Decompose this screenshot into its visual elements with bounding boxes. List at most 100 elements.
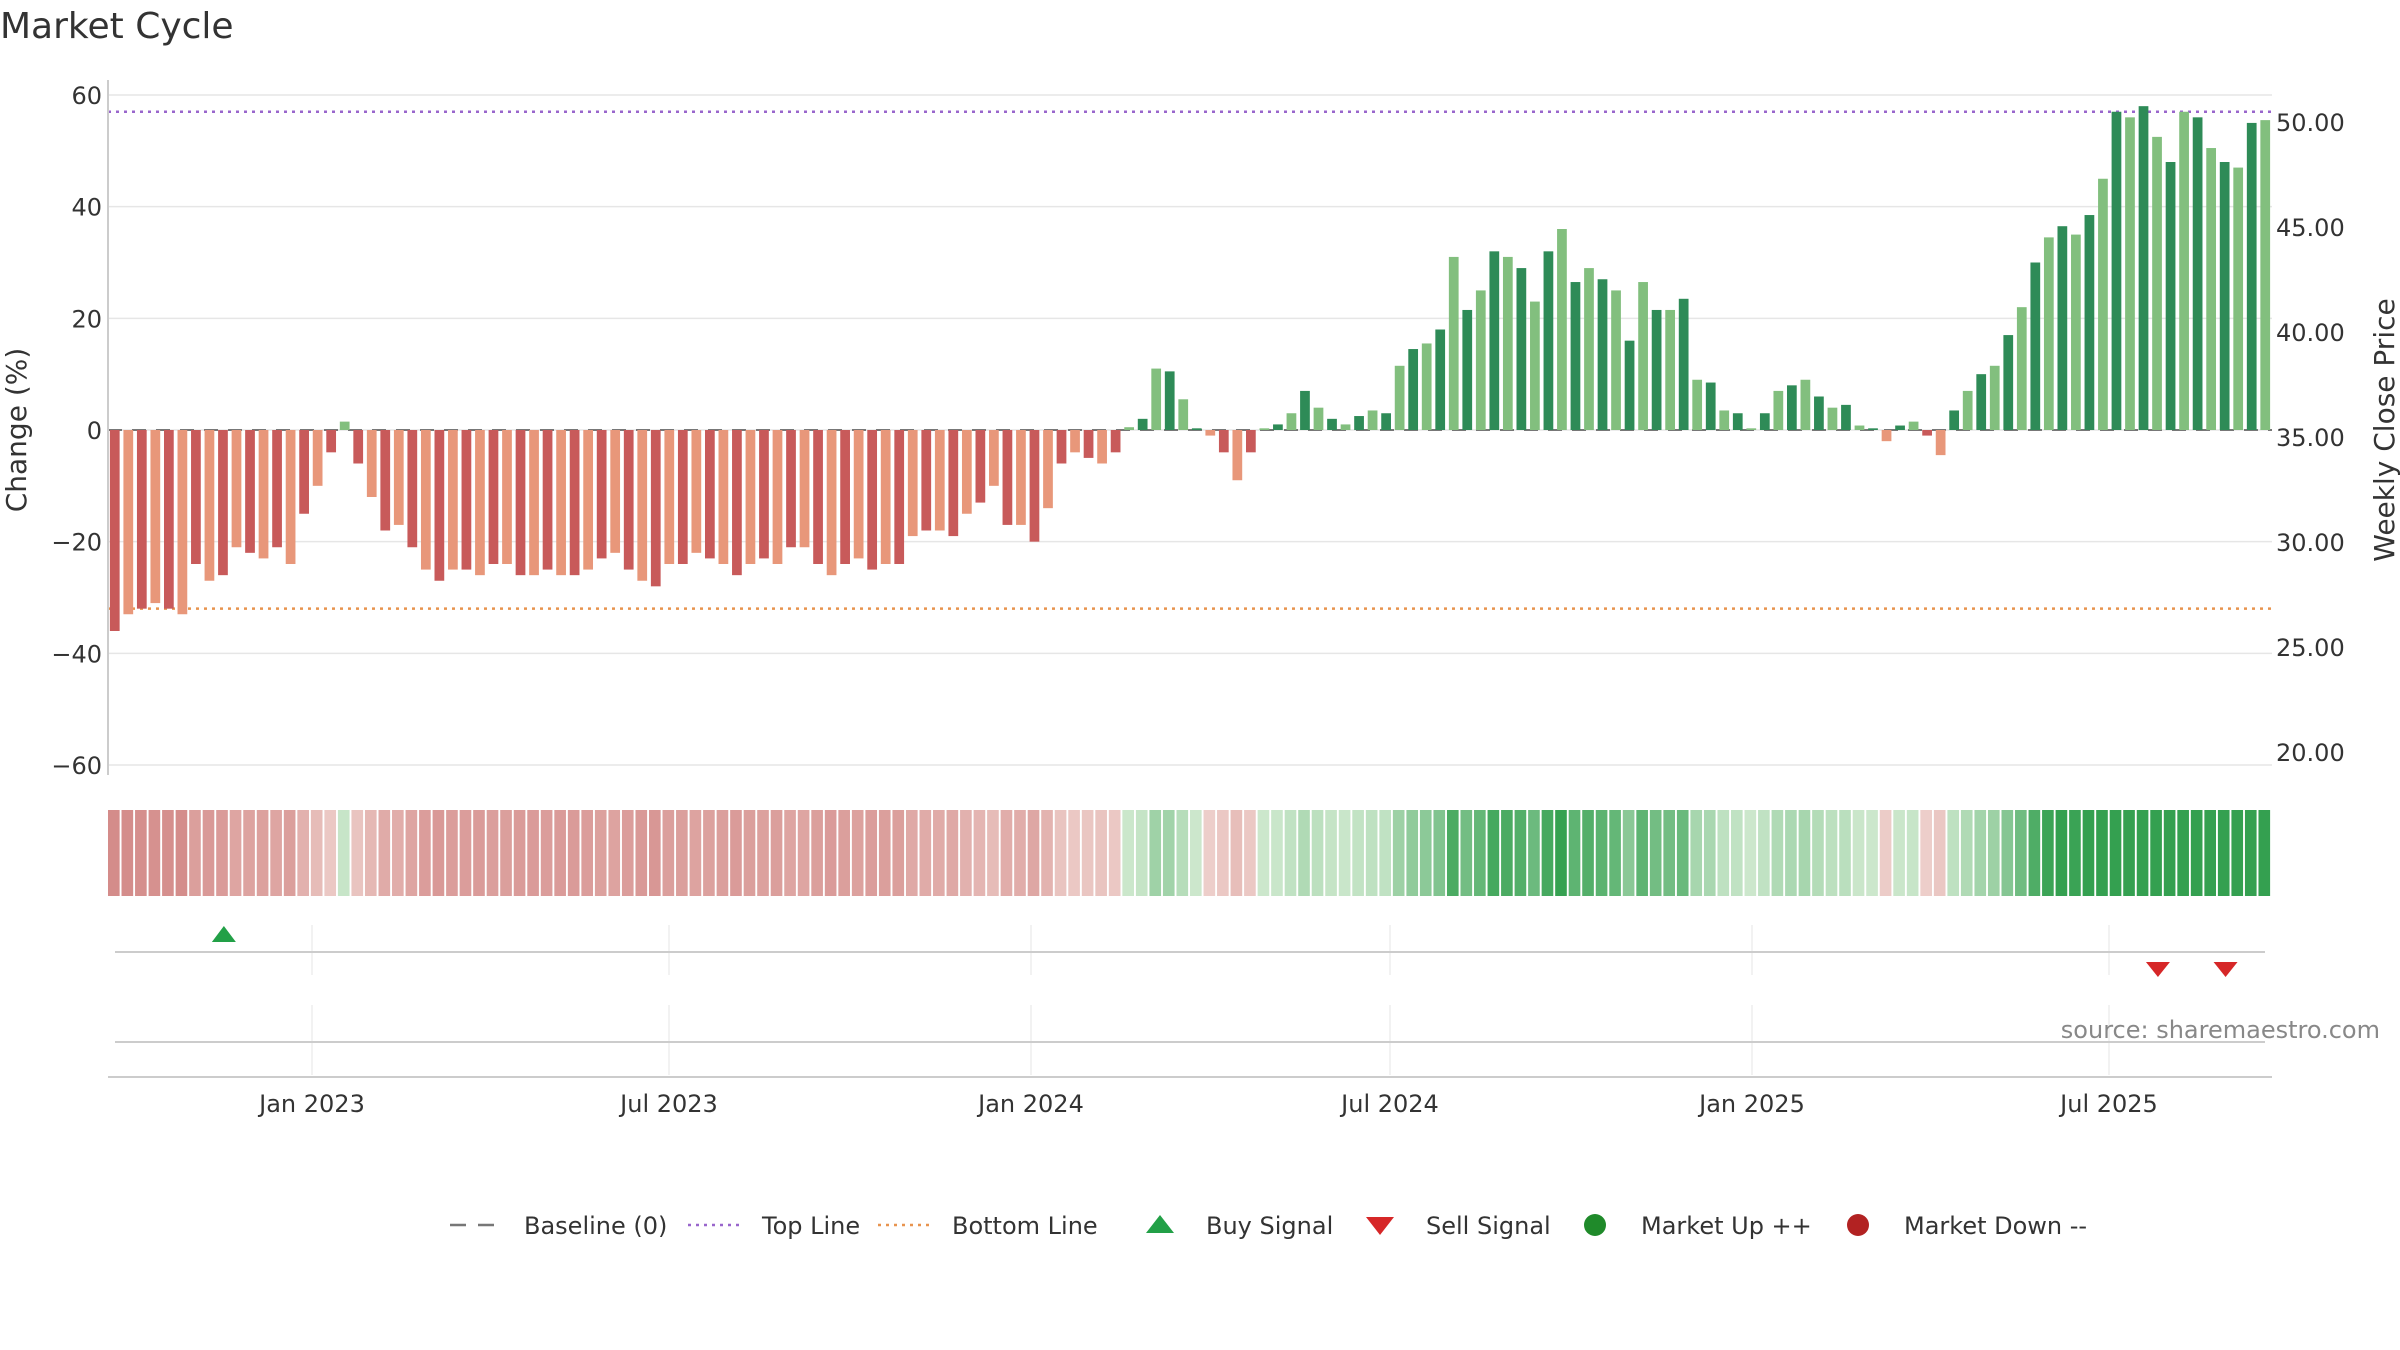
heat-cell (594, 810, 607, 896)
change-bar (880, 430, 891, 564)
change-bar (2043, 237, 2054, 430)
heat-cell (1785, 810, 1797, 896)
heat-cell (2177, 810, 2189, 896)
change-bar (583, 430, 594, 570)
heat-cell (797, 810, 810, 896)
heat-cell (919, 810, 932, 896)
change-bar (1191, 428, 1202, 430)
heat-cell (1095, 810, 1107, 896)
heat-cell (1920, 810, 1932, 896)
legend-item: Buy Signal (1146, 1212, 1333, 1240)
heat-cell (1406, 810, 1419, 896)
change-bar (123, 430, 134, 615)
legend-item: Baseline (0) (450, 1212, 667, 1240)
x-tick-label: Jan 2023 (257, 1090, 365, 1118)
reference-lines (108, 110, 2272, 610)
change-bar (475, 430, 485, 576)
y-left-tick-label: −60 (51, 752, 102, 780)
change-bar (1327, 418, 1337, 430)
change-bar (1705, 382, 1716, 430)
change-bar (1083, 430, 1094, 458)
heat-cell (1703, 810, 1716, 896)
heat-cell (1663, 810, 1676, 896)
change-bar (921, 430, 932, 531)
heat-cell (1839, 810, 1851, 896)
change-bar (502, 430, 512, 564)
x-tick-label: Jul 2023 (618, 1090, 718, 1118)
heat-cell (297, 810, 309, 896)
heat-cell (405, 810, 418, 896)
change-bar (1611, 290, 1621, 430)
heat-cell (1582, 810, 1594, 896)
change-bar (1151, 368, 1162, 430)
heat-cell (1987, 810, 2000, 896)
change-bar (1814, 396, 1824, 430)
change-bar (1922, 430, 1932, 436)
y-left-tick-label: 0 (87, 417, 102, 445)
heat-cell (1812, 810, 1824, 896)
change-bar (1394, 365, 1405, 430)
change-bar (1908, 421, 1919, 430)
heat-cell (865, 810, 878, 896)
heat-cell (1717, 810, 1730, 896)
change-bar (2071, 234, 2081, 430)
heat-cell (189, 810, 201, 896)
heat-cell (649, 810, 661, 896)
heat-cell (770, 810, 783, 896)
heat-cell (364, 810, 377, 896)
heat-cell (1190, 810, 1202, 896)
change-bar (515, 430, 526, 576)
heat-cell (1852, 810, 1865, 896)
change-bar (2152, 136, 2162, 430)
heat-cell (1893, 810, 1905, 896)
heat-cell (486, 810, 499, 896)
heat-cell (554, 810, 566, 896)
heat-cell (905, 810, 918, 896)
change-bar (2125, 117, 2135, 430)
legend: Baseline (0) Top Line Bottom Line Buy Signa… (450, 1212, 2087, 1240)
change-bar (1300, 390, 1310, 430)
heat-cell (757, 810, 769, 896)
change-bar (704, 430, 715, 559)
change-bar (1678, 298, 1689, 430)
buy-signal-marker (211, 926, 236, 942)
change-bar (109, 430, 120, 631)
change-bar (1989, 365, 2000, 430)
heat-cell (1609, 810, 1621, 896)
change-bar (1218, 430, 1229, 453)
heat-cell (703, 810, 715, 896)
change-bar (1232, 430, 1243, 481)
change-bar (1435, 329, 1446, 430)
legend-item: Market Down -- (1847, 1212, 2087, 1240)
heat-cell (2082, 810, 2095, 896)
change-bar (1462, 309, 1473, 430)
heat-cell (392, 810, 404, 896)
heat-cell (216, 810, 228, 896)
y-axis-left-title: Change (%) (0, 348, 33, 513)
change-bar (610, 430, 621, 553)
change-bar (258, 430, 269, 559)
change-bar (163, 430, 174, 609)
heat-cell (229, 810, 242, 896)
heat-cell (933, 810, 945, 896)
change-bar (407, 430, 418, 548)
heat-cell (1149, 810, 1162, 896)
change-bar (1651, 309, 1662, 430)
heat-cell (838, 810, 850, 896)
x-tick-label: Jan 2025 (1697, 1090, 1805, 1118)
change-bar (745, 430, 756, 564)
heat-cell (1433, 810, 1446, 896)
change-bar (231, 430, 242, 548)
change-bar (961, 430, 972, 514)
heat-cell (1649, 810, 1662, 896)
heat-cell (1731, 810, 1743, 896)
change-bar (1557, 229, 1567, 430)
change-bar (1841, 404, 1851, 430)
change-bar (853, 430, 864, 559)
heat-cell (2244, 810, 2257, 896)
change-bar (1070, 430, 1080, 453)
y-right-tick-label: 25.00 (2276, 634, 2345, 662)
heat-cell (1392, 810, 1405, 896)
heat-cell (1487, 810, 1500, 896)
